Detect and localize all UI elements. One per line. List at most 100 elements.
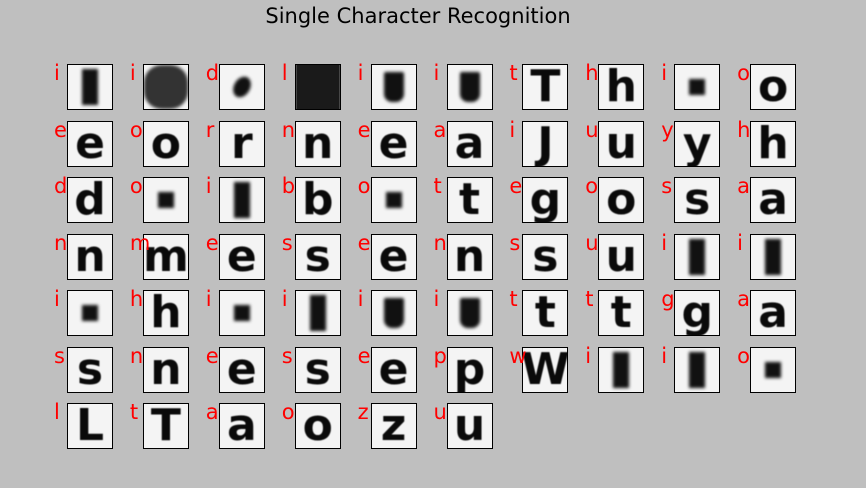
prediction-label: h	[129, 287, 144, 311]
prediction-label: a	[737, 174, 750, 198]
char-glyph: r	[230, 120, 253, 167]
char-image: e	[67, 120, 113, 167]
blob-shape	[613, 351, 630, 388]
char-image	[750, 346, 797, 393]
prediction-label: n	[433, 230, 447, 255]
prediction-label: z	[357, 400, 369, 424]
blob-shape	[82, 305, 98, 321]
char-image: o	[598, 177, 645, 223]
blob-shape	[385, 192, 402, 208]
char-glyph: e	[75, 120, 105, 167]
char-glyph: e	[226, 346, 257, 393]
prediction-label: i	[661, 230, 668, 255]
blob-shape	[459, 72, 480, 102]
char-glyph: s	[684, 177, 711, 223]
prediction-label: i	[357, 61, 364, 85]
prediction-label: i	[54, 287, 60, 311]
blob-shape	[295, 65, 340, 109]
char-image: n	[142, 346, 189, 393]
prediction-label: r	[205, 117, 215, 142]
char-cell: i	[130, 61, 219, 120]
blob-shape	[383, 72, 404, 102]
char-image	[370, 64, 417, 110]
char-image	[218, 290, 265, 336]
char-glyph: o	[606, 177, 637, 223]
char-image: a	[750, 290, 797, 336]
prediction-label: w	[509, 343, 527, 368]
char-image: t	[446, 177, 493, 223]
prediction-label: d	[205, 61, 220, 85]
prediction-label: e	[357, 230, 371, 255]
prediction-label: i	[357, 287, 364, 311]
prediction-label: i	[205, 174, 212, 198]
char-cell: i	[434, 287, 523, 346]
char-cell: i	[434, 61, 523, 120]
char-cell: i	[358, 61, 447, 120]
char-cell: i	[661, 344, 750, 403]
char-image	[67, 290, 113, 336]
char-image: h	[750, 120, 797, 167]
char-glyph: t	[458, 177, 481, 223]
char-glyph: J	[537, 120, 554, 167]
char-glyph: o	[302, 403, 333, 449]
blob-shape	[143, 65, 188, 109]
prediction-label: t	[433, 174, 442, 198]
blob-shape	[689, 79, 706, 95]
prediction-label: i	[433, 61, 440, 85]
prediction-label: t	[509, 61, 518, 85]
char-image: L	[67, 403, 113, 449]
char-image: a	[446, 120, 493, 167]
char-image	[446, 290, 493, 336]
char-cell: i	[54, 61, 143, 120]
prediction-label: i	[205, 287, 212, 311]
char-image: t	[598, 290, 645, 336]
char-cell: i	[737, 231, 826, 290]
char-glyph: n	[302, 120, 334, 167]
char-glyph: u	[605, 120, 637, 167]
char-image: s	[294, 346, 341, 393]
blob-shape	[309, 295, 326, 331]
char-image	[674, 346, 721, 393]
prediction-label: l	[54, 400, 60, 424]
prediction-label: o	[281, 400, 295, 424]
char-glyph: s	[304, 346, 331, 393]
char-glyph: t	[534, 290, 556, 336]
char-glyph: u	[605, 233, 637, 280]
prediction-label: a	[737, 287, 750, 311]
prediction-label: s	[281, 343, 293, 368]
prediction-label: e	[357, 343, 371, 368]
prediction-label: i	[585, 343, 592, 368]
prediction-label: e	[357, 117, 371, 142]
blob-shape	[233, 305, 250, 321]
prediction-label: o	[129, 174, 143, 198]
char-glyph: a	[758, 177, 788, 223]
prediction-label: h	[737, 117, 751, 142]
char-glyph: e	[378, 346, 409, 393]
char-image	[370, 290, 417, 336]
char-image: s	[294, 233, 341, 280]
char-image	[446, 64, 493, 110]
